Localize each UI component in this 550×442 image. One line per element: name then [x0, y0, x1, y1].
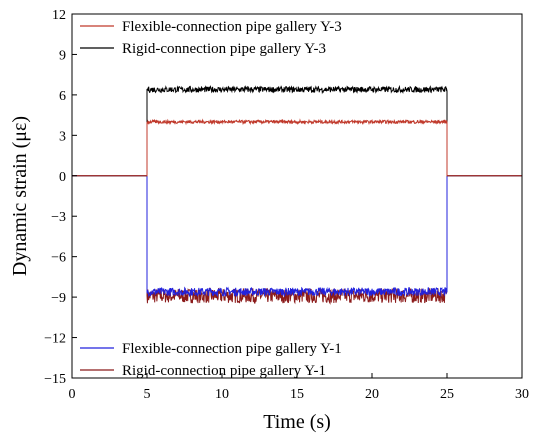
- legend-label: Rigid-connection pipe gallery Y-1: [122, 363, 326, 379]
- y-tick-label: −3: [51, 210, 66, 225]
- x-tick-label: 15: [290, 387, 304, 402]
- x-tick-label: 30: [515, 387, 529, 402]
- x-tick-label: 20: [365, 387, 379, 402]
- y-tick-label: 6: [59, 89, 66, 104]
- series-line: [72, 118, 522, 177]
- y-tick-label: 0: [59, 170, 66, 185]
- y-tick-label: −9: [51, 291, 66, 306]
- y-tick-label: 3: [59, 129, 66, 144]
- legend-label: Flexible-connection pipe gallery Y-3: [122, 19, 342, 35]
- y-tick-label: −15: [44, 372, 66, 387]
- x-tick-label: 0: [69, 387, 76, 402]
- axis-ticks: 0 5 10 15 20 25 30 −15 −12 −9 −6 −3 0 3 6 9 12: [44, 8, 529, 402]
- legends: Flexible-connection pipe gallery Y-3 Rigi…: [80, 19, 342, 379]
- legend-label: Flexible-connection pipe gallery Y-1: [122, 341, 342, 357]
- y-tick-label: 12: [52, 8, 66, 23]
- x-tick-label: 10: [215, 387, 229, 402]
- x-axis-title: Time (s): [263, 411, 331, 433]
- plot-lines: [72, 84, 522, 305]
- y-axis-title: Dynamic strain (με): [9, 116, 31, 276]
- legend-label: Rigid-connection pipe gallery Y-3: [122, 41, 326, 57]
- series-line: [72, 175, 522, 298]
- y-tick-label: 9: [59, 48, 66, 63]
- series-line: [72, 175, 522, 305]
- plot-frame: [71, 13, 523, 379]
- series-line: [72, 84, 522, 177]
- y-tick-label: −12: [44, 332, 66, 347]
- y-tick-label: −6: [51, 251, 66, 266]
- x-tick-label: 5: [144, 387, 151, 402]
- x-tick-label: 25: [440, 387, 454, 402]
